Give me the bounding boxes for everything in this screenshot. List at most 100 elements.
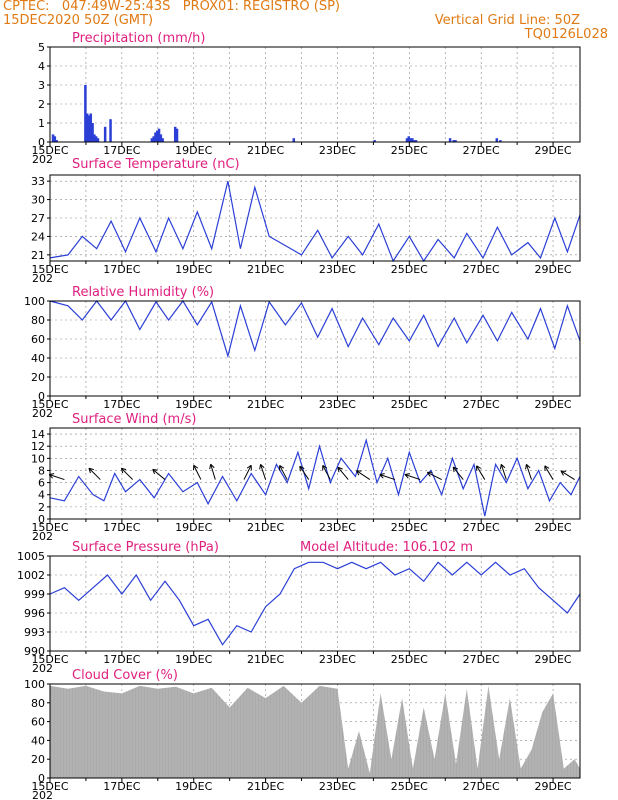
x-tick-label: 15DEC [31,144,68,157]
wind-arrow [427,471,442,481]
y-tick-label: 33 [31,175,45,188]
x-tick-label: 29DEC [534,263,571,276]
panel-temp: 21 24 27 30 33 15DEC 17DEC 19DEC 21DEC 23DEC 25DEC… [31,157,581,285]
x-tick-label: 25DEC [391,521,428,534]
precip-bar [414,140,418,142]
x-tick-label: 15DEC [31,398,68,411]
y-tick-label: 24 [31,230,45,243]
x-tick-label: 21DEC [247,653,284,666]
wind-arrow-head [152,468,158,471]
x-tick-label: 15DEC [31,263,68,276]
precip-bar [152,136,155,142]
x-tick-label: 23DEC [319,653,356,666]
wind-arrow [379,474,396,481]
wind-arrow [279,465,288,480]
precip-bar [96,138,100,142]
panel-frame [49,427,581,520]
wind-arrow [500,464,507,480]
y-tick-label: 80 [31,697,45,710]
wind-arrow [356,470,371,480]
wind-arrow-head [299,465,305,470]
precip-bar [407,136,411,142]
y-tick-label: 6 [38,477,45,490]
wind-arrow-head [260,464,265,469]
y-tick-label: 60 [31,716,45,729]
precip-bar [85,113,89,142]
header-line1: CPTEC: 047:49W-25:43S PROX01: REGISTRO (… [3,0,341,14]
wind-arrow-head [452,466,455,473]
wind-arrow [120,467,133,480]
y-tick-label: 12 [31,440,45,453]
precip-bar [499,140,502,142]
x-tick-label: 29DEC [534,653,571,666]
cloud-area [50,685,580,778]
x-tick-label: 15DEC [31,653,68,666]
wind-arrow [243,465,252,480]
x-tick-label: 23DEC [319,144,356,157]
precip-bar [373,140,376,142]
precip-bar [405,138,409,142]
wind-arrow [88,467,101,480]
precip-bar [84,85,87,142]
x-tick-label: 27DEC [463,144,500,157]
wind-arrow-head [152,469,155,475]
x-tick-label: 23DEC [319,263,356,276]
x-tick-label: 21DEC [247,398,284,411]
wind-arrow [525,464,532,480]
wind-arrow-head [210,463,215,469]
precip-bar [156,130,159,142]
x-tick-label: 23DEC [319,398,356,411]
precip-bar [161,138,164,142]
wind-arrow-head [500,464,506,469]
y-tick-label: 0 [38,390,45,403]
precip-bar [89,113,93,142]
y-tick-label: 21 [31,249,45,262]
x-tick-label: 17DEC [103,653,140,666]
y-tick-label: 14 [31,428,45,441]
wind-line [49,437,581,517]
x-year-label: 202 [32,153,53,166]
panel-frame [49,46,581,143]
y-tick-label: 60 [31,333,45,346]
wind-arrow-head [453,466,459,470]
wind-arrow-head [476,465,482,469]
wind-arrow [322,465,331,480]
x-tick-label: 27DEC [463,263,500,276]
x-tick-label: 17DEC [103,780,140,793]
wind-arrow-head [337,467,340,473]
y-tick-label: 996 [24,607,45,620]
wind-arrow [544,465,554,480]
x-tick-label: 27DEC [463,780,500,793]
press-line [49,561,581,646]
wind-arrow-head [426,472,431,477]
wind-arrow-head [322,465,328,469]
wind-arrow [337,466,349,480]
wind-arrow-head [209,464,212,470]
panel-press: 990 993 996 999 1002 1005 15DEC 17DEC 19DEC 21DEC… [17,540,581,675]
wind-arrow [404,474,421,481]
precip-bar [150,138,154,142]
x-tick-label: 29DEC [534,521,571,534]
panel-subtitle: Model Altitude: 106.102 m [300,540,473,555]
y-tick-label: 100 [24,295,45,308]
temp-line [49,180,581,263]
x-tick-label: 19DEC [175,780,212,793]
wind-arrow-head [193,464,199,469]
y-tick-label: 999 [24,588,45,601]
x-tick-label: 25DEC [391,263,428,276]
y-tick-label: 40 [31,734,45,747]
wind-arrow-head [337,466,343,470]
x-tick-label: 17DEC [103,398,140,411]
precip-bar [154,132,157,142]
precip-bar [411,138,414,142]
x-tick-label: 23DEC [319,780,356,793]
y-tick-label: 990 [24,645,45,658]
panel-frame [49,174,581,262]
y-tick-label: 27 [31,212,45,225]
wind-arrow [260,464,267,480]
y-tick-label: 20 [31,753,45,766]
precip-bar [109,119,112,142]
x-tick-label: 19DEC [175,144,212,157]
